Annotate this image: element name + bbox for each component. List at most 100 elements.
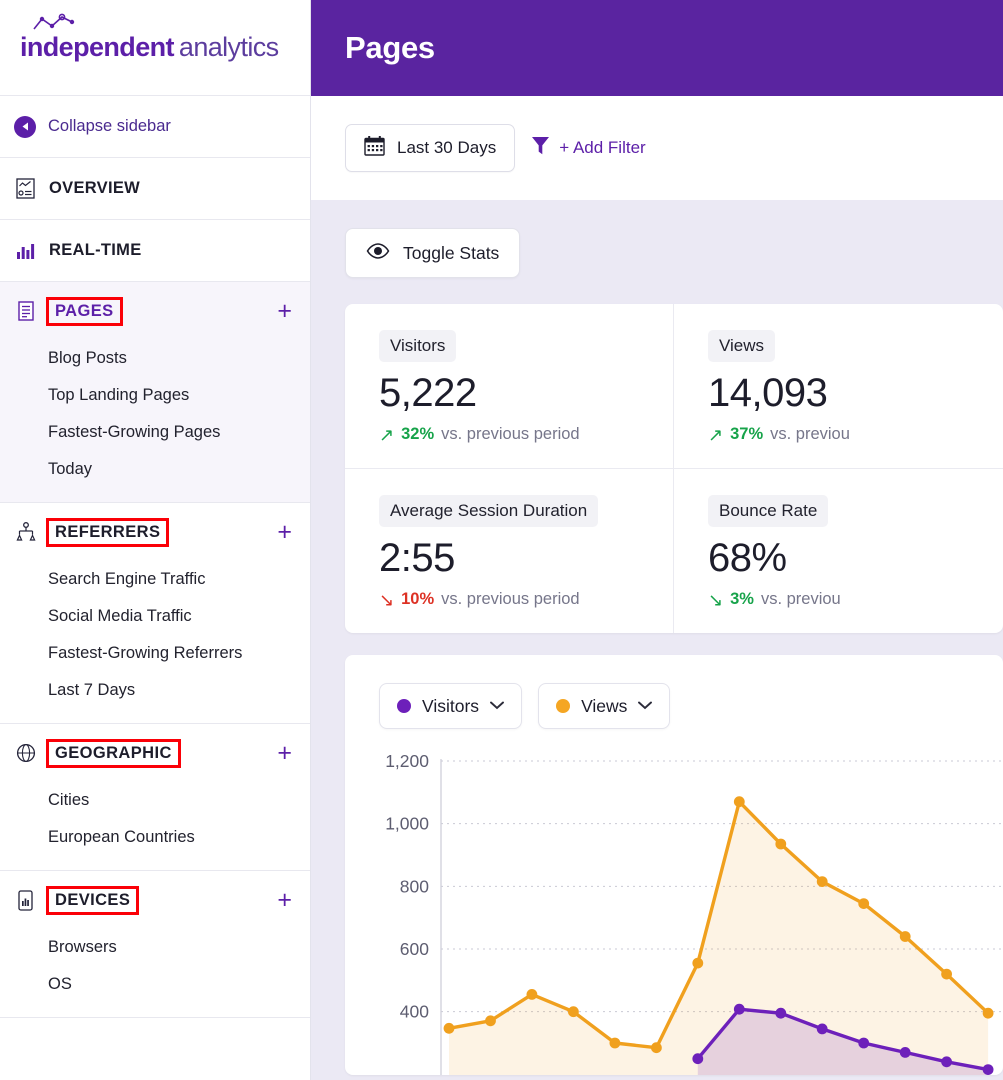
- sidebar-item-overview-label: OVERVIEW: [49, 179, 141, 197]
- chevron-down-icon: [638, 697, 653, 715]
- stat-value: 5,222: [379, 371, 477, 415]
- stat-delta: ↘ 10% vs. previous period: [379, 590, 673, 609]
- stat-card-average-session-duration: Average Session Duration 2:55 ↘ 10% vs. …: [345, 469, 674, 633]
- sidebar-item-search-engine-traffic[interactable]: Search Engine Traffic: [48, 570, 206, 588]
- logo-text-light: analytics: [178, 32, 279, 62]
- toggle-stats-row: Toggle Stats: [311, 200, 1003, 304]
- chart-legend: Visitors Views: [379, 683, 1003, 729]
- sidebar-item-real-time[interactable]: REAL-TIME: [0, 220, 310, 282]
- sidebar-item-os[interactable]: OS: [48, 975, 72, 993]
- page-header: Pages: [311, 0, 1003, 96]
- mobile-device-icon: [14, 889, 37, 911]
- stat-delta-note: vs. previou: [770, 425, 850, 443]
- sidebar-item-today[interactable]: Today: [48, 460, 93, 478]
- sidebar-item-european-countries[interactable]: European Countries: [48, 828, 195, 846]
- report-icon: [14, 178, 37, 199]
- sidebar-group-referrers-title-wrap: REFERRERS: [45, 517, 277, 547]
- svg-text:800: 800: [400, 876, 429, 896]
- sidebar: independent analytics Collapse sidebar O…: [0, 0, 311, 1080]
- sidebar-item-fastest-growing-pages[interactable]: Fastest-Growing Pages: [48, 423, 221, 441]
- sidebar-group-geographic-title: GEOGRAPHIC: [46, 738, 181, 768]
- stat-card-visitors: Visitors 5,222 ↗ 32% vs. previous period: [345, 304, 674, 469]
- stat-card-views: Views 14,093 ↗ 37% vs. previou: [674, 304, 1003, 469]
- stat-delta: ↗ 32% vs. previous period: [379, 425, 673, 444]
- funnel-icon: [531, 135, 550, 161]
- stat-card-bounce-rate: Bounce Rate 68% ↘ 3% vs. previou: [674, 469, 1003, 633]
- sidebar-group-geographic-title-wrap: GEOGRAPHIC: [46, 738, 277, 768]
- sidebar-group-geographic-header[interactable]: GEOGRAPHIC +: [0, 724, 310, 782]
- collapse-sidebar-button[interactable]: Collapse sidebar: [0, 96, 310, 158]
- traffic-line-chart: 400 600 800 1,000 1,200: [385, 751, 1003, 1075]
- stat-label: Bounce Rate: [708, 495, 829, 527]
- sidebar-item-last-7-days[interactable]: Last 7 Days: [48, 681, 136, 699]
- svg-text:400: 400: [400, 1002, 429, 1022]
- sidebar-group-pages-title: PAGES: [46, 296, 123, 326]
- svg-text:1,000: 1,000: [385, 814, 429, 834]
- sidebar-group-referrers-header[interactable]: REFERRERS +: [0, 503, 310, 561]
- main-area: Pages: [311, 0, 1003, 1080]
- legend-button-visitors[interactable]: Visitors: [379, 683, 523, 729]
- stat-delta-note: vs. previous period: [441, 590, 580, 608]
- sidebar-item-browsers[interactable]: Browsers: [48, 938, 117, 956]
- sidebar-item-real-time-label: REAL-TIME: [49, 241, 142, 259]
- legend-label: Views: [581, 695, 628, 716]
- sidebar-group-pages: PAGES + Blog Posts Top Landing Pages Fas…: [0, 282, 310, 503]
- stat-delta: ↗ 37% vs. previou: [708, 425, 1003, 444]
- stat-value: 2:55: [379, 536, 455, 580]
- stat-delta-pct: 37%: [730, 425, 764, 443]
- calendar-icon: [364, 135, 385, 161]
- trend-down-icon: ↘: [379, 589, 395, 610]
- sidebar-group-pages-header[interactable]: PAGES +: [0, 282, 310, 340]
- sidebar-item-overview[interactable]: OVERVIEW: [0, 158, 310, 220]
- stat-delta: ↘ 3% vs. previou: [708, 590, 1003, 609]
- sidebar-group-devices-header[interactable]: DEVICES +: [0, 871, 310, 929]
- brand-logo[interactable]: independent analytics: [20, 13, 279, 63]
- sidebar-group-devices-title-wrap: DEVICES: [45, 885, 277, 915]
- stats-card: Visitors 5,222 ↗ 32% vs. previous period…: [345, 304, 1003, 633]
- sidebar-group-devices: DEVICES + Browsers OS: [0, 871, 310, 1018]
- bar-chart-icon: [14, 241, 37, 260]
- stat-label: Average Session Duration: [379, 495, 599, 527]
- sidebar-group-referrers: REFERRERS + Search Engine Traffic Social…: [0, 503, 310, 724]
- stat-label: Visitors: [379, 330, 457, 362]
- logo-block: independent analytics: [0, 0, 310, 96]
- sidebar-group-geographic-add-button[interactable]: +: [277, 738, 292, 767]
- sidebar-item-cities[interactable]: Cities: [48, 791, 90, 809]
- sidebar-item-blog-posts[interactable]: Blog Posts: [48, 349, 127, 367]
- trend-up-icon: ↗: [379, 424, 395, 445]
- sidebar-item-fastest-growing-referrers[interactable]: Fastest-Growing Referrers: [48, 644, 243, 662]
- chart-plot-area: 400 600 800 1,000 1,200: [379, 747, 1003, 1075]
- stat-label: Views: [708, 330, 776, 362]
- add-filter-button[interactable]: + Add Filter: [531, 135, 646, 161]
- stat-value: 14,093: [708, 371, 828, 415]
- sidebar-item-social-media-traffic[interactable]: Social Media Traffic: [48, 607, 192, 625]
- toggle-stats-label: Toggle Stats: [403, 242, 500, 263]
- legend-button-views[interactable]: Views: [538, 683, 671, 729]
- sidebar-group-devices-title: DEVICES: [45, 885, 140, 915]
- sidebar-group-pages-add-button[interactable]: +: [277, 296, 292, 325]
- stat-delta-pct: 32%: [401, 425, 435, 443]
- traffic-chart-card: Visitors Views 400 600 800 1,000 1,: [345, 655, 1003, 1075]
- sidebar-group-referrers-add-button[interactable]: +: [277, 517, 292, 546]
- sidebar-group-pages-title-wrap: PAGES: [46, 296, 277, 326]
- sidebar-group-devices-add-button[interactable]: +: [277, 885, 292, 914]
- globe-icon: [14, 743, 37, 763]
- date-range-label: Last 30 Days: [397, 138, 497, 157]
- svg-text:1,200: 1,200: [385, 751, 429, 771]
- document-icon: [14, 301, 37, 321]
- trend-down-icon: ↘: [708, 589, 724, 610]
- legend-label: Visitors: [422, 695, 480, 716]
- stat-delta-pct: 10%: [401, 590, 435, 608]
- legend-color-dot: [556, 699, 571, 713]
- toggle-stats-button[interactable]: Toggle Stats: [345, 228, 521, 278]
- collapse-sidebar-label: Collapse sidebar: [48, 117, 171, 135]
- date-range-button[interactable]: Last 30 Days: [345, 124, 516, 172]
- sidebar-item-top-landing-pages[interactable]: Top Landing Pages: [48, 386, 190, 404]
- add-filter-label: + Add Filter: [559, 138, 646, 157]
- line-chart-icon: [33, 13, 75, 30]
- eye-icon: [366, 242, 390, 264]
- sitemap-icon: [14, 522, 37, 542]
- legend-color-dot: [397, 699, 411, 713]
- chevron-down-icon: [490, 697, 505, 715]
